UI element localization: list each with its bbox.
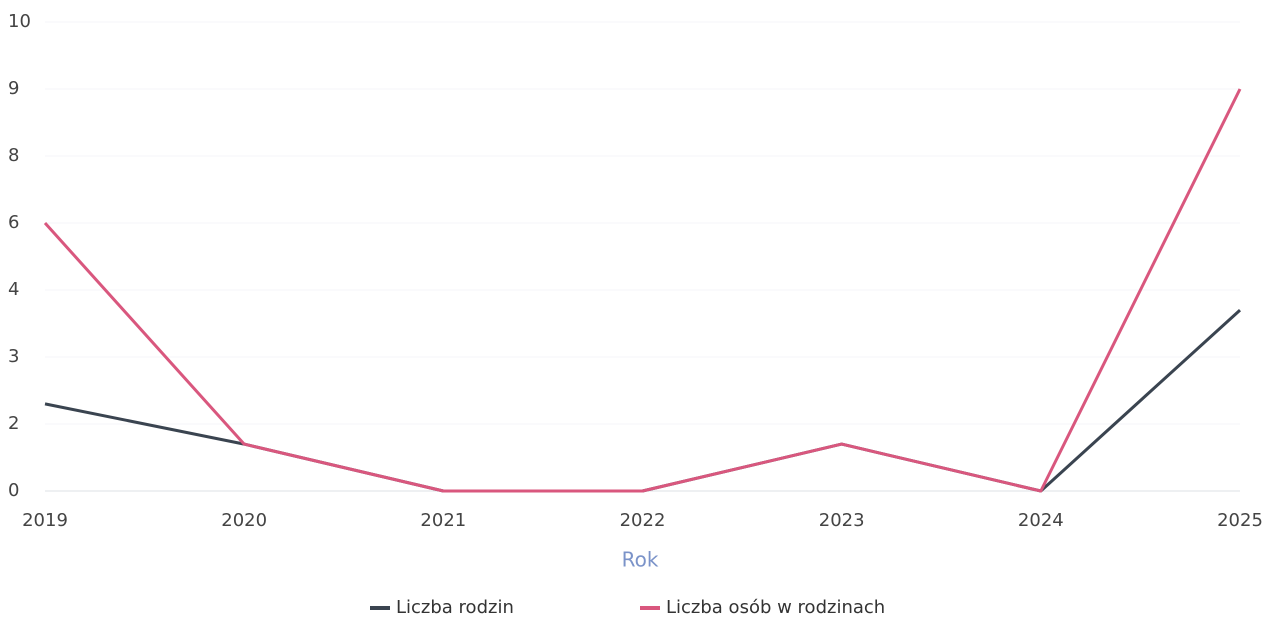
y-tick-label: 3 (8, 346, 19, 367)
y-tick-label: 0 (8, 480, 19, 501)
line-series (43, 88, 1242, 493)
line-series (44, 308, 1242, 493)
x-tick-label: 2024 (1018, 510, 1064, 531)
y-tick-label: 2 (8, 413, 19, 434)
y-tick-label: 10 (8, 11, 31, 32)
x-tick-label: 2023 (819, 510, 865, 531)
legend-label: Liczba rodzin (396, 597, 514, 618)
x-tick-label: 2020 (221, 510, 267, 531)
x-tick-label: 2025 (1217, 510, 1263, 531)
y-tick-label: 6 (8, 212, 19, 233)
y-tick-label: 8 (8, 145, 19, 166)
y-tick-label: 9 (8, 78, 19, 99)
x-tick-label: 2019 (22, 510, 68, 531)
x-tick-label: 2022 (620, 510, 666, 531)
y-tick-label: 4 (8, 279, 19, 300)
x-axis-title: Rok (622, 548, 659, 572)
x-tick-label: 2021 (420, 510, 466, 531)
legend-label: Liczba osób w rodzinach (666, 597, 885, 618)
